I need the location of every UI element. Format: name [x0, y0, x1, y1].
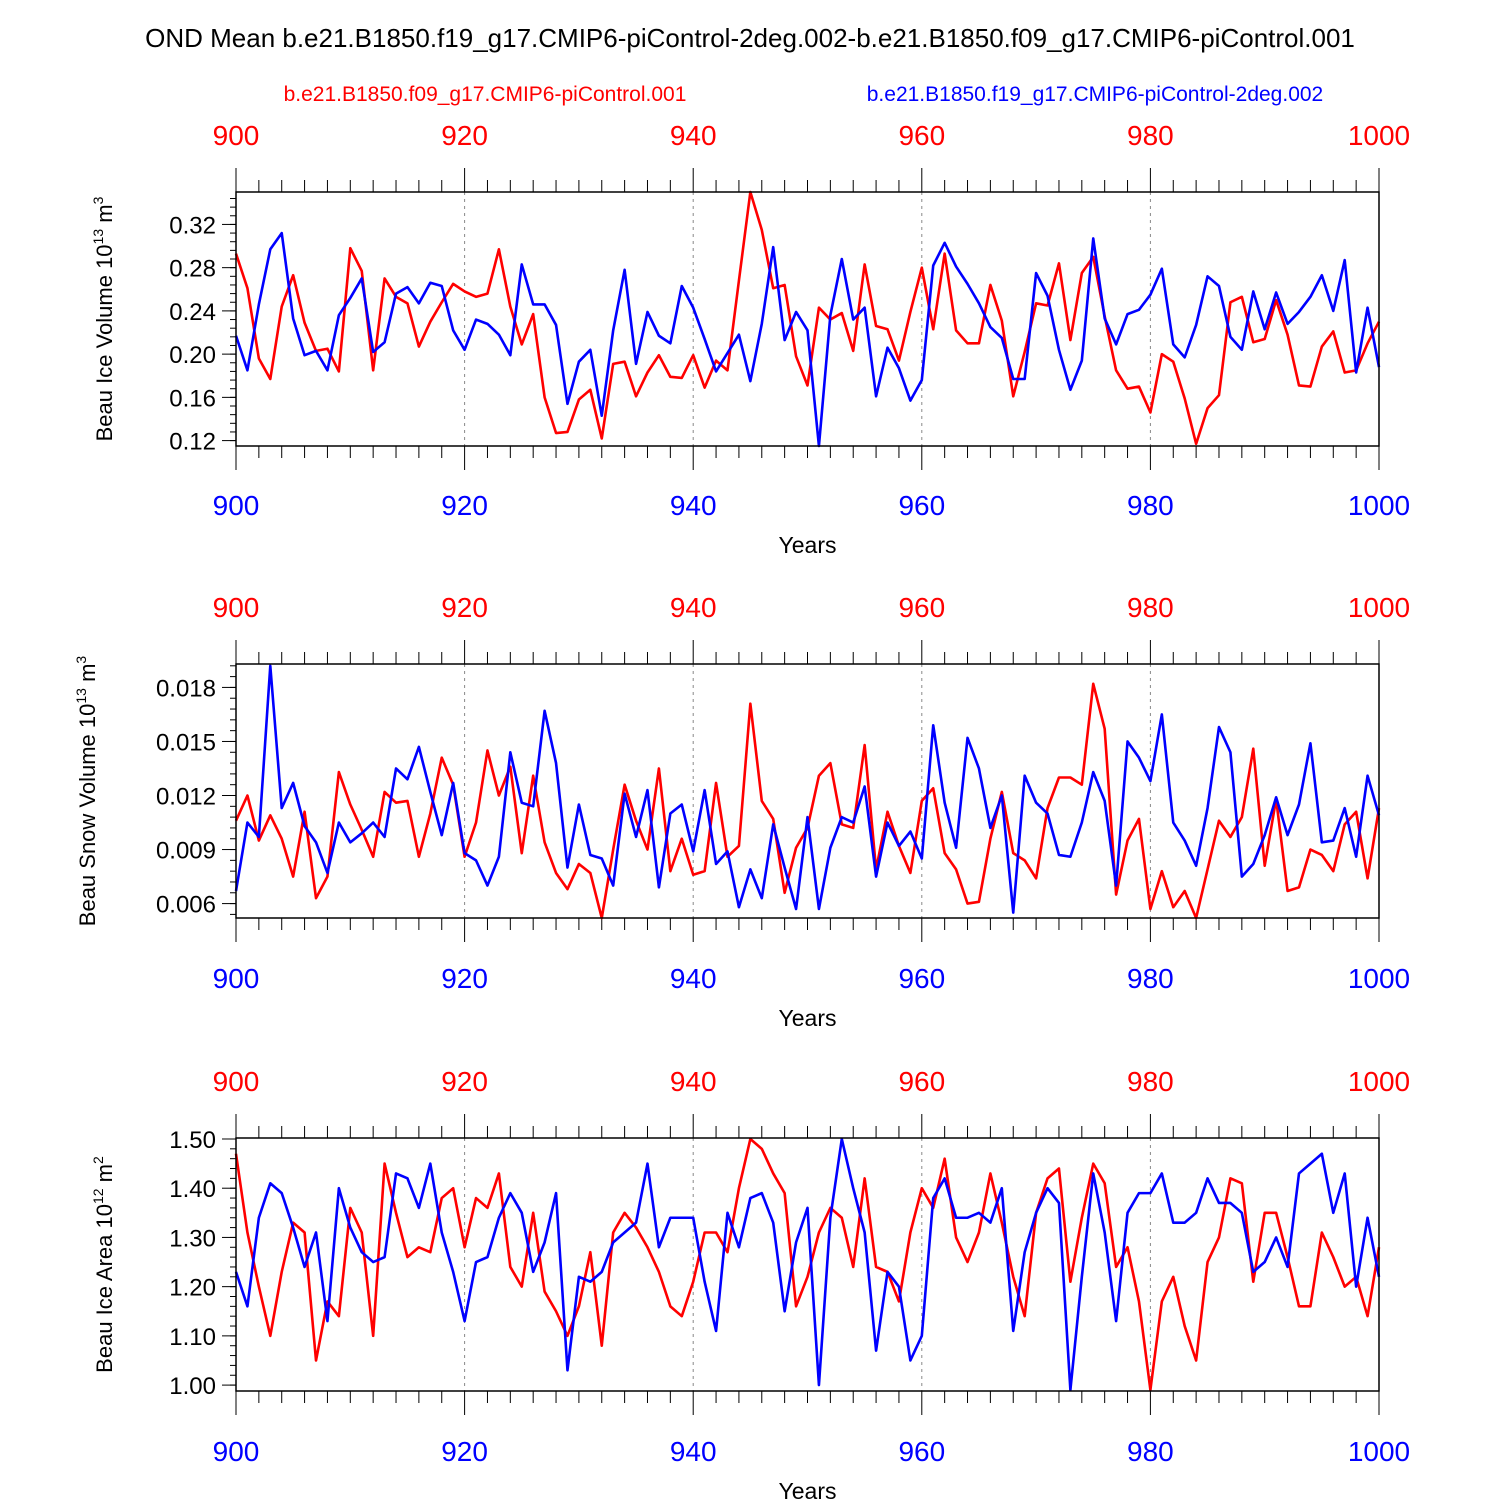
chart-panel-2: 0.006 0.009 0.012 0.015 0.018 900 900 920 920 940…: [73, 592, 1410, 1031]
y-tick-label: 0.16: [169, 385, 216, 412]
chart-panels: 0.12 0.16 0.20 0.24 0.28 0.32 900 900 920 920 940 9…: [73, 120, 1410, 1500]
x-tick-label-top: 940: [670, 592, 717, 623]
plot-frame: [235, 1137, 1380, 1392]
series-line-red: [234, 682, 1381, 920]
y-axis-label-exp: 13: [73, 688, 89, 704]
x-tick-label-bottom: 1000: [1348, 963, 1410, 994]
x-tick-label-top: 920: [441, 592, 488, 623]
x-tick-label-top: 980: [1127, 120, 1174, 151]
y-tick-label: 0.32: [169, 212, 216, 239]
y-axis-label: Beau Snow Volume 1013 m3: [73, 656, 100, 927]
x-tick-label-top: 1000: [1348, 120, 1410, 151]
y-tick-label: 0.015: [156, 729, 216, 756]
legend-red-label: b.e21.B1850.f09_g17.CMIP6-piControl.001: [284, 83, 687, 106]
x-tick-label-top: 960: [898, 592, 945, 623]
plot-frame: [235, 191, 1380, 447]
series-line-red: [234, 1137, 1381, 1392]
x-tick-label-top: 960: [898, 1066, 945, 1097]
x-tick-label-bottom: 980: [1127, 1436, 1174, 1467]
y-tick-label: 1.00: [169, 1373, 216, 1400]
y-axis-label-unit-exp: 2: [90, 1156, 106, 1164]
chart-panel-1: 0.12 0.16 0.20 0.24 0.28 0.32 900 900 920 920 940 9…: [90, 120, 1410, 558]
x-tick-label-top: 920: [441, 1066, 488, 1097]
x-tick-label-top: 900: [213, 1066, 260, 1097]
y-axis-label-unit: m: [92, 204, 117, 228]
x-tick-label-top: 900: [213, 592, 260, 623]
x-tick-label-bottom: 1000: [1348, 490, 1410, 521]
x-tick-label-top: 960: [898, 120, 945, 151]
x-tick-label-bottom: 900: [213, 490, 260, 521]
x-tick-label-bottom: 960: [898, 490, 945, 521]
y-tick-label: 0.012: [156, 784, 216, 811]
x-tick-label-top: 940: [670, 1066, 717, 1097]
x-tick-label-top: 1000: [1348, 1066, 1410, 1097]
x-tick-label-top: 1000: [1348, 592, 1410, 623]
y-tick-label: 0.009: [156, 838, 216, 865]
x-tick-label-bottom: 940: [670, 490, 717, 521]
y-tick-label: 1.30: [169, 1225, 216, 1252]
y-tick-label: 1.40: [169, 1176, 216, 1203]
y-axis-label: Beau Ice Volume 1013 m3: [90, 196, 117, 441]
x-tick-label-top: 980: [1127, 592, 1174, 623]
x-tick-label-top: 940: [670, 120, 717, 151]
x-tick-label-bottom: 900: [213, 963, 260, 994]
y-axis-label-main: Beau Ice Area 10: [92, 1204, 117, 1373]
x-tick-label-bottom: 960: [898, 963, 945, 994]
y-axis-label-main: Beau Snow Volume 10: [75, 704, 100, 927]
y-axis-label: Beau Ice Area 1012 m2: [90, 1156, 117, 1373]
series-line-blue: [234, 1137, 1381, 1392]
x-tick-label-bottom: 960: [898, 1436, 945, 1467]
x-tick-label-bottom: 920: [441, 490, 488, 521]
figure-title: OND Mean b.e21.B1850.f19_g17.CMIP6-piCon…: [145, 23, 1355, 53]
x-tick-label-bottom: 940: [670, 963, 717, 994]
chart-panel-3: 1.00 1.10 1.20 1.30 1.40 1.50 900 900 920 920 940 9…: [90, 1066, 1410, 1500]
x-axis-label: Years: [779, 532, 837, 558]
y-tick-label: 0.006: [156, 892, 216, 919]
y-axis-label-unit-exp: 3: [90, 196, 106, 204]
x-tick-label-bottom: 900: [213, 1436, 260, 1467]
y-tick-label: 0.28: [169, 256, 216, 283]
series-line-blue: [234, 664, 1381, 914]
x-axis-label: Years: [779, 1478, 837, 1500]
series-line-blue: [234, 231, 1381, 448]
y-tick-label: 1.20: [169, 1275, 216, 1302]
y-tick-label: 0.018: [156, 675, 216, 702]
x-tick-label-bottom: 980: [1127, 490, 1174, 521]
y-axis-label-exp: 12: [90, 1188, 106, 1204]
x-tick-label-bottom: 920: [441, 1436, 488, 1467]
y-tick-label: 0.12: [169, 429, 216, 456]
x-tick-label-bottom: 1000: [1348, 1436, 1410, 1467]
plot-frame: [235, 663, 1380, 919]
y-tick-label: 1.10: [169, 1324, 216, 1351]
y-axis-label-exp: 13: [90, 229, 106, 245]
y-tick-label: 0.24: [169, 299, 216, 326]
series-line-red: [234, 190, 1381, 446]
x-tick-label-top: 980: [1127, 1066, 1174, 1097]
x-axis-label: Years: [779, 1005, 837, 1031]
legend-blue-label: b.e21.B1850.f19_g17.CMIP6-piControl-2deg…: [867, 83, 1323, 106]
x-tick-label-top: 920: [441, 120, 488, 151]
x-tick-label-bottom: 920: [441, 963, 488, 994]
x-tick-label-top: 900: [213, 120, 260, 151]
y-axis-label-unit: m: [75, 664, 100, 688]
y-axis-label-main: Beau Ice Volume 10: [92, 244, 117, 441]
x-tick-label-bottom: 940: [670, 1436, 717, 1467]
x-tick-label-bottom: 980: [1127, 963, 1174, 994]
y-axis-label-unit-exp: 3: [73, 656, 89, 664]
y-tick-label: 1.50: [169, 1127, 216, 1154]
y-tick-label: 0.20: [169, 342, 216, 369]
y-axis-label-unit: m: [92, 1164, 117, 1188]
